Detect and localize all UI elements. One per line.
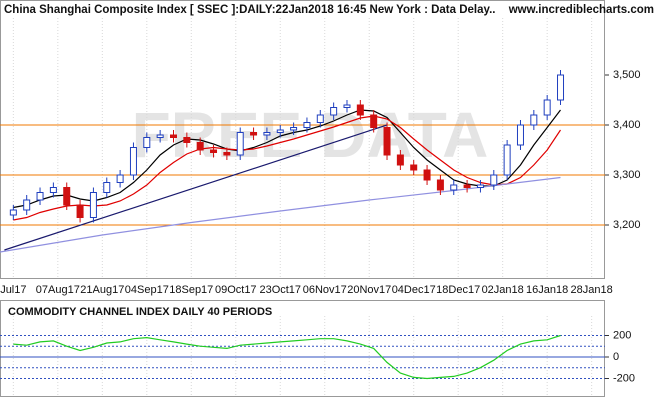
x-tick-label: 23Oct17 [259,284,301,296]
price-panel-frame [0,0,605,279]
candle-body [557,74,565,101]
candle-body [276,129,284,133]
indicator-line [0,176,561,253]
indicator-line [13,115,561,221]
candle-body [450,184,458,191]
candle-body [410,164,418,171]
candle-body [303,122,311,128]
candle-body [76,204,84,218]
candle-body [463,184,471,188]
candle-body [503,144,511,176]
candle-body [183,137,191,143]
source: www.incrediblecharts.com [508,4,654,16]
y-tick-label: 3,500 [613,69,641,81]
y-tick-label: 0 [613,351,619,363]
candle-body [223,152,231,156]
y-tick-label: 3,200 [613,219,641,231]
candle-body [116,174,124,183]
y-tick-label: -200 [613,372,635,384]
cci-line [13,334,561,380]
candle-body [89,192,97,218]
candle-body [396,154,404,166]
watermark: FREE DATA [132,99,489,171]
indicator-line [13,109,561,209]
y-tick-label: 200 [613,329,631,341]
candle-body [356,104,364,116]
y-tick-label: 3,300 [613,169,641,181]
candle-body [383,127,391,156]
x-tick-label: 07Aug17 [36,284,80,296]
candle-body [330,107,338,116]
candle-body [343,104,351,108]
candle-body [9,209,17,216]
candle-body [169,134,177,138]
candle-body [236,132,244,156]
candle-body [530,114,538,126]
candle-body [490,174,498,186]
candle-body [543,99,551,116]
chart-title: China Shanghai Composite Index [ SSEC ]:… [4,4,495,16]
y-tick-label: 3,400 [613,119,641,131]
x-tick-label: 21Aug17 [80,284,124,296]
x-tick-label: 28Jan18 [571,284,613,296]
candle-body [370,114,378,128]
candle-body [516,124,524,146]
candle-body [143,137,151,148]
candle-body [316,114,324,123]
x-tick-label: 09Oct17 [215,284,257,296]
x-tick-label: 18Dec17 [436,284,480,296]
candle-body [129,147,137,176]
candle-body [290,127,298,131]
candle-body [63,187,71,206]
candle-body [49,187,57,193]
candle-body [436,179,444,191]
candle-body [423,169,431,181]
candle-body [103,182,111,193]
x-tick-label: 20Nov17 [347,284,391,296]
candle-body [156,134,164,138]
cci-panel-frame [0,300,605,397]
x-tick-label: 02Jan18 [482,284,524,296]
candle-body [250,132,258,136]
indicator-line [4,124,388,251]
candle-body [263,132,271,136]
cci-title: COMMODITY CHANNEL INDEX DAILY 40 PERIODS [8,306,272,318]
x-tick-label: 04Sep17 [125,284,169,296]
x-tick-label: 04Dec17 [392,284,436,296]
x-tick-label: 18Sep17 [169,284,213,296]
x-tick-label: 16Jan18 [526,284,568,296]
candle-body [36,192,44,201]
x-tick-label: Jul17 [0,284,26,296]
candle-body [23,199,31,211]
candle-body [210,149,218,153]
candle-body [476,184,484,188]
candle-body [196,142,204,151]
x-tick-label: 06Nov17 [303,284,347,296]
